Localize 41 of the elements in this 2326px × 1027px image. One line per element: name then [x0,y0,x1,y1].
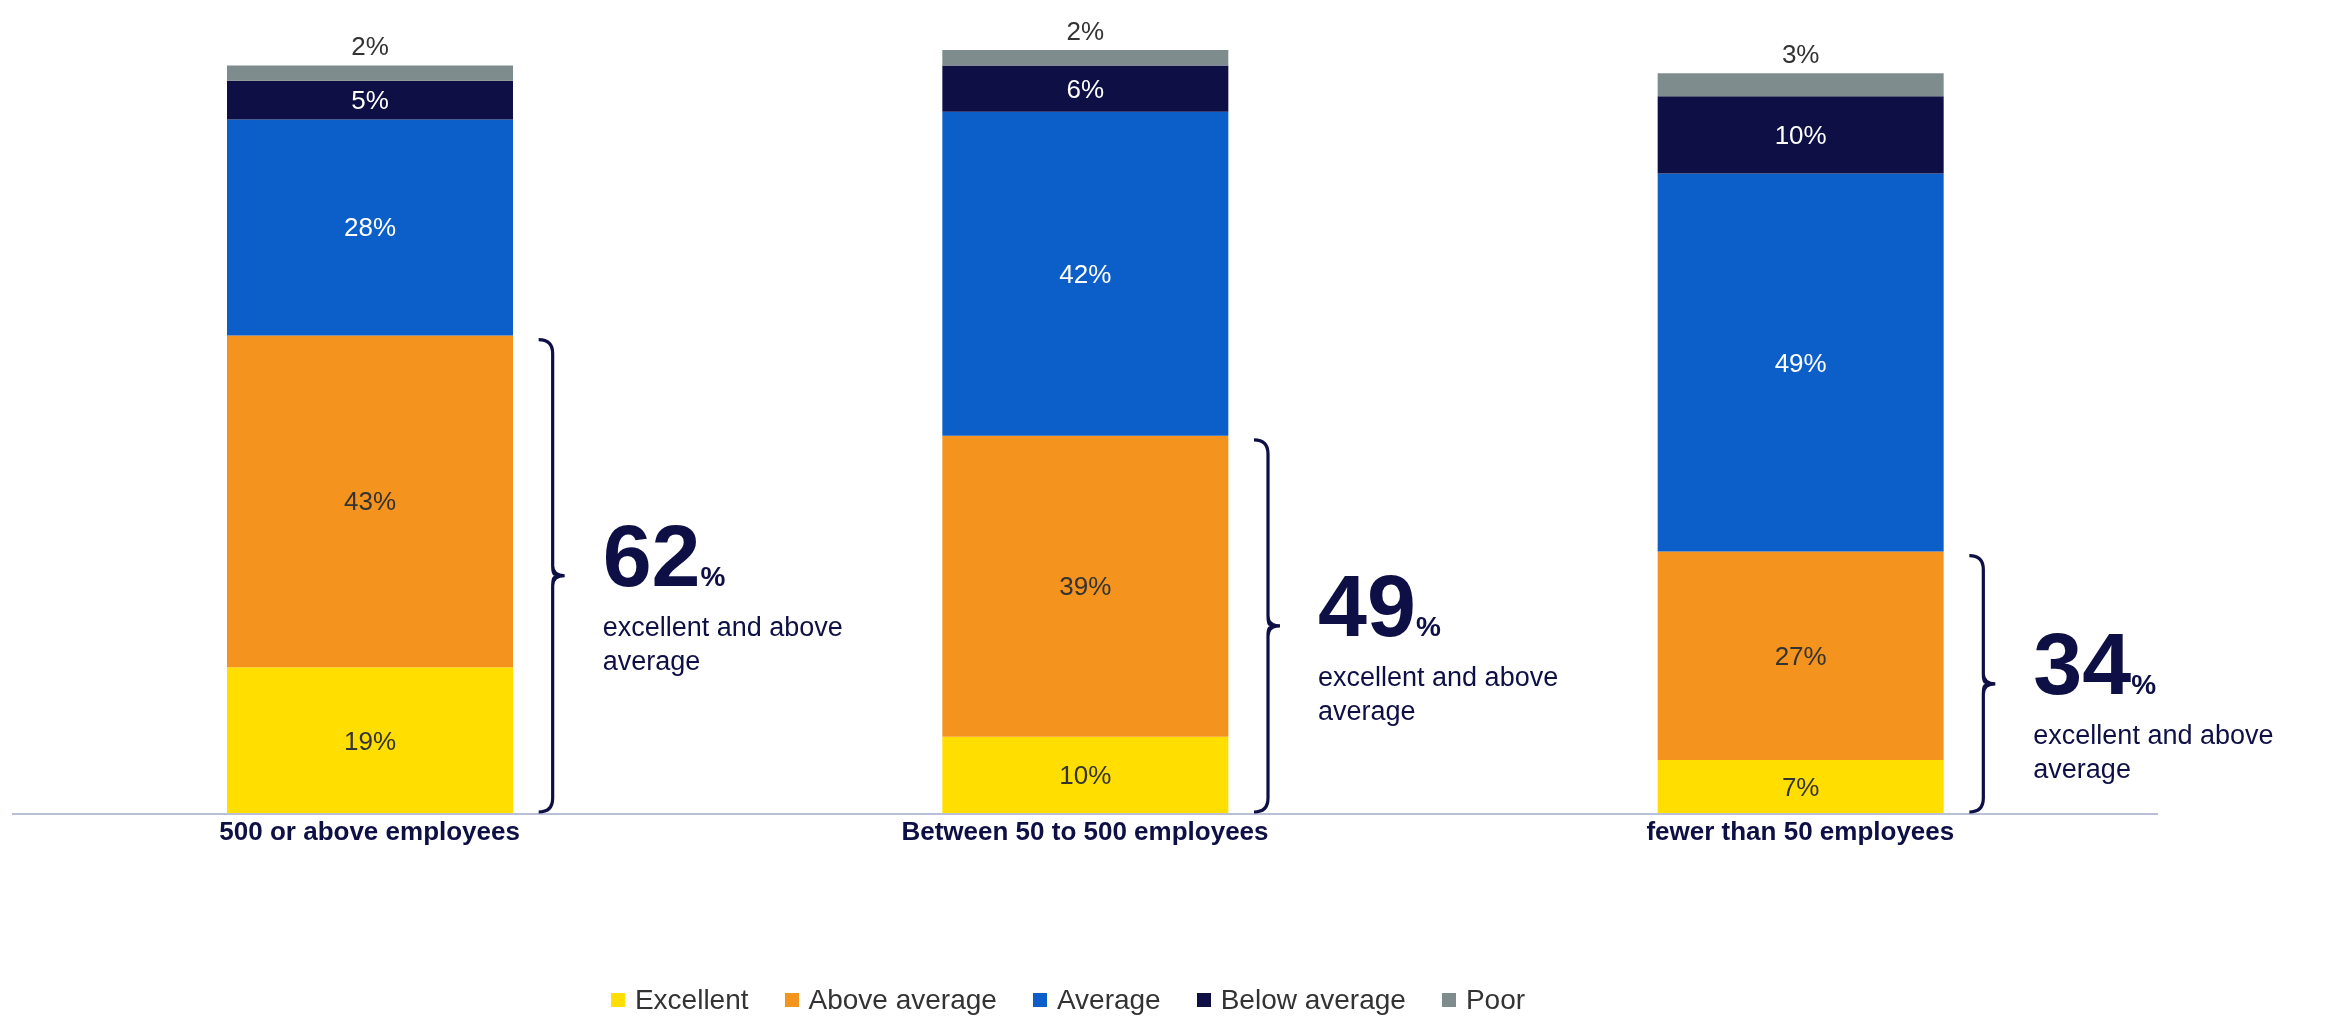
data-label: 49% [1774,347,1827,378]
bar [1657,73,1944,97]
bar [227,119,513,336]
annotation: 62% excellent and above average [602,505,843,676]
data-label: 2% [351,31,389,62]
legend-label: Average [1056,984,1161,1016]
bar [942,736,1229,814]
annotation: 49% excellent and above average [1318,555,1559,726]
data-label: 7% [1781,771,1820,802]
data-label: 28% [343,212,397,243]
x-tick-label: Between 50 to 500 employees [901,816,1269,847]
bar [942,65,1229,112]
data-label: 27% [1774,640,1827,671]
data-label: 10% [1774,119,1827,150]
legend-label: Excellent [634,984,749,1016]
x-tick-label: fewer than 50 employees [1646,816,1955,847]
bar [227,65,513,81]
bar [1657,759,1944,814]
bar [227,80,513,120]
legend-label: Below average [1220,984,1406,1016]
x-tick-label: 500 or above employees [219,816,520,847]
bar [227,335,513,668]
bar [942,111,1229,436]
annotation: 34% excellent and above average [2033,613,2274,784]
data-label: 5% [351,85,389,116]
data-label: 39% [1059,571,1112,602]
bar [1657,96,1944,174]
bar [942,435,1229,737]
bar [227,667,513,814]
data-label: 19% [343,725,397,756]
bar [942,50,1229,66]
legend-label: Poor [1465,984,1526,1016]
data-label: 43% [343,486,397,517]
bar [1657,551,1944,760]
data-label: 42% [1059,258,1112,289]
data-label: 2% [1066,16,1105,46]
data-label: 10% [1059,760,1112,791]
data-label: 6% [1066,73,1105,104]
bar [1657,173,1944,552]
data-label: 3% [1781,39,1820,70]
legend-label: Above average [808,984,997,1016]
